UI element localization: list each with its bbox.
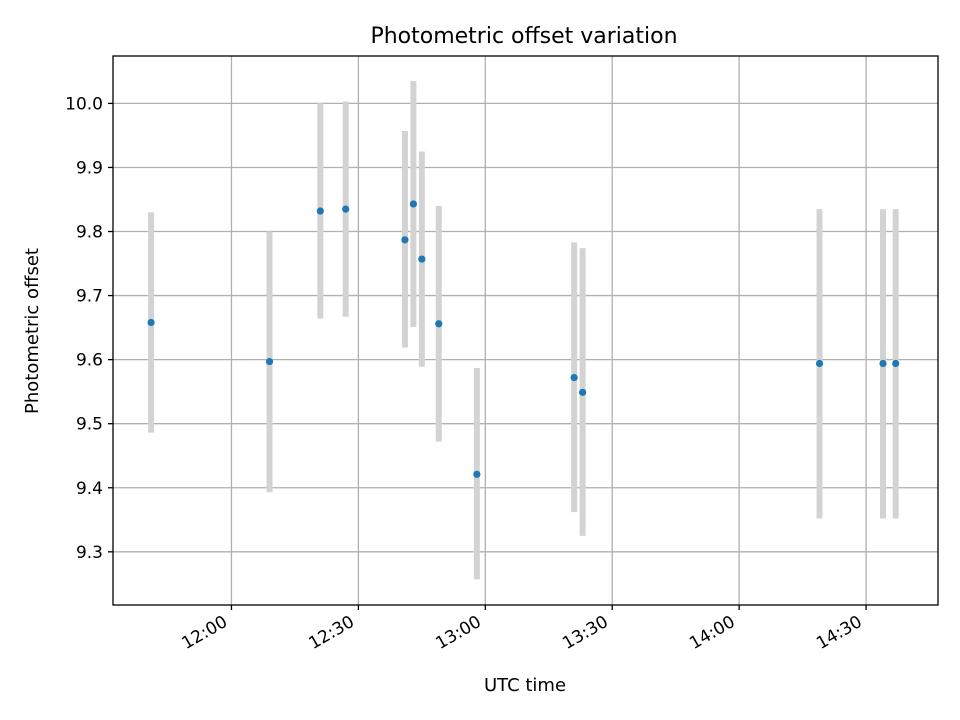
axis-ticks: 12:00 12:30 13:00 13:30 14:00 14:30 9.3 9.4 9.5 9… (65, 94, 867, 654)
x-tick-label: 14:30 (813, 612, 865, 654)
y-tick-label: 9.9 (76, 158, 103, 178)
data-point (473, 470, 481, 478)
grid (113, 56, 938, 605)
data-point (265, 357, 274, 366)
x-tick-label: 14:00 (686, 612, 738, 654)
y-tick-label: 9.6 (76, 351, 103, 371)
y-tick-label: 9.7 (76, 287, 103, 307)
data-point (147, 318, 155, 327)
data-point (892, 359, 900, 368)
data-point (570, 373, 578, 382)
data-point (316, 207, 324, 215)
y-tick-label: 9.3 (76, 543, 103, 563)
y-tick-label: 9.4 (76, 479, 103, 499)
data-point (418, 255, 426, 263)
data-point (435, 320, 443, 328)
y-tick-label: 9.5 (76, 415, 103, 435)
data-point (342, 205, 350, 213)
x-tick-label: 13:30 (559, 612, 611, 654)
error-bars (148, 80, 899, 580)
data-points (147, 200, 900, 478)
x-tick-label: 12:30 (305, 612, 357, 654)
data-point (815, 359, 824, 368)
x-tick-label: 13:00 (432, 612, 484, 654)
data-point (409, 200, 417, 208)
data-point (879, 359, 887, 368)
y-tick-label: 9.8 (76, 223, 103, 243)
chart-title: Photometric offset variation (370, 24, 677, 49)
y-axis-label: Photometric offset (22, 248, 43, 414)
x-tick-label: 12:00 (179, 612, 231, 654)
plot-frame (112, 55, 939, 606)
data-point (401, 236, 409, 244)
data-point (579, 388, 587, 396)
x-axis-label: UTC time (484, 675, 566, 696)
y-tick-label: 10.0 (65, 94, 103, 114)
